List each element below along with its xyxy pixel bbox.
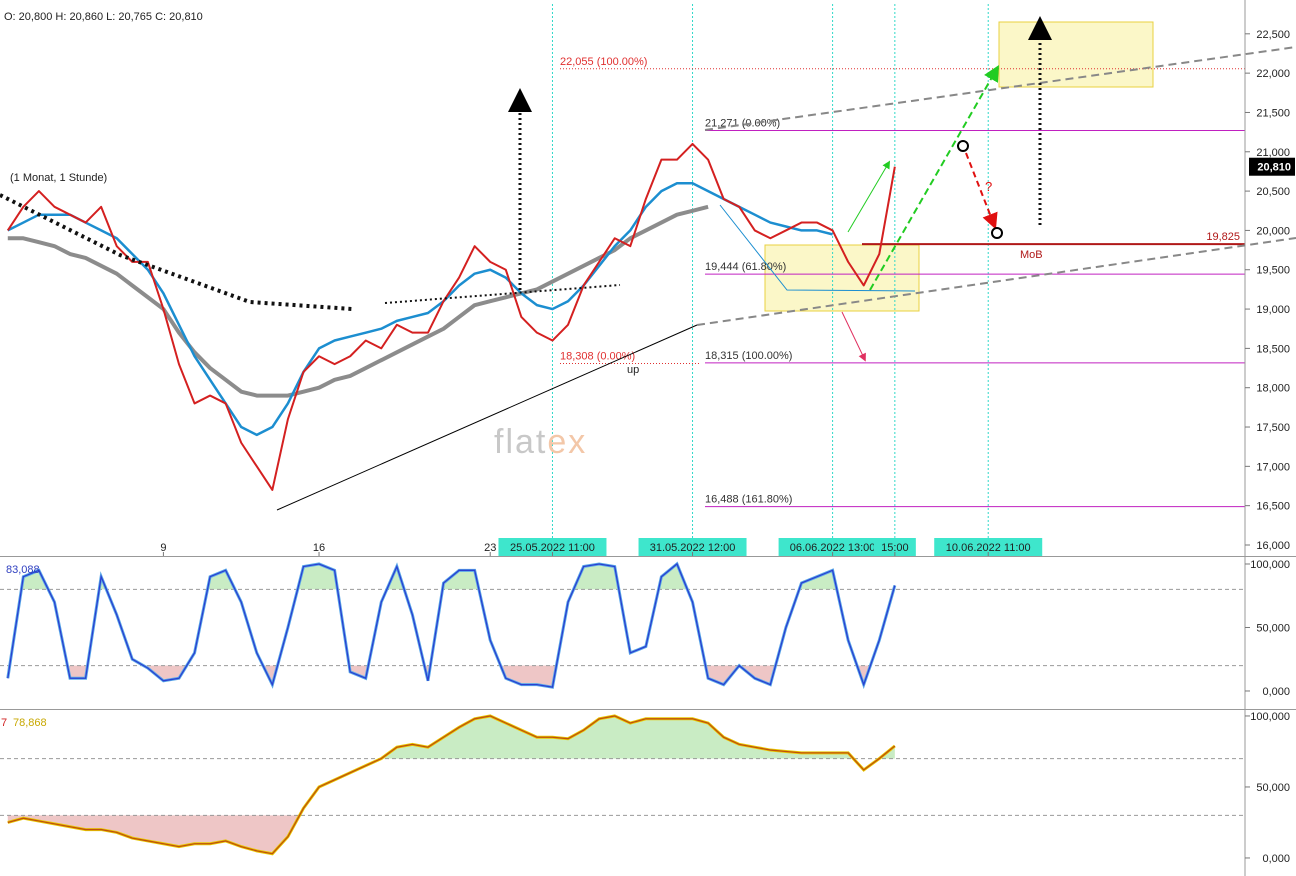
arrow — [965, 152, 998, 230]
level-label: 22,055 (100.00%) — [560, 56, 647, 68]
x-tick-label: 06.06.2022 13:00 — [790, 542, 876, 554]
x-tick-label: 16 — [313, 542, 325, 554]
trend-line — [276, 324, 698, 511]
trend-line — [696, 237, 1296, 326]
x-tick-label: 10.06.2022 11:00 — [946, 542, 1031, 554]
watermark-part: ex — [547, 423, 587, 461]
watermark: flatex — [494, 423, 587, 461]
ohlc-high: H: 20,860 — [55, 11, 103, 23]
dotted-line — [384, 284, 621, 304]
x-tick-label: 31.05.2022 12:00 — [650, 542, 736, 554]
level-label: 19,444 (61.80%) — [705, 261, 786, 273]
level-label: 18,315 (100.00%) — [705, 350, 792, 362]
ohlc-low: L: 20,765 — [106, 11, 152, 23]
y-tick-label: 19,000 — [1256, 304, 1290, 316]
last-price-tag — [1249, 157, 1295, 176]
y-tick-label: 17,000 — [1256, 461, 1290, 473]
ohlc-header: O: 20,800 H: 20,860 L: 20,765 C: 20,810 — [4, 11, 203, 23]
ohlc-close: C: 20,810 — [155, 11, 203, 23]
series-line — [7, 562, 896, 688]
y-tick-label: 18,000 — [1256, 383, 1290, 395]
ohlc-open: O: 20,800 — [4, 11, 52, 23]
indicator-value: 83,088 — [6, 564, 40, 576]
target-zone — [764, 244, 920, 312]
point-marker — [957, 140, 969, 152]
x-label-box — [934, 538, 1043, 556]
point-marker — [991, 227, 1003, 239]
y-tick-label: 50,000 — [1256, 782, 1290, 794]
level-label: 16,488 (161.80%) — [705, 494, 792, 506]
target-zone — [998, 21, 1154, 88]
series-line — [6, 142, 896, 491]
arrow — [869, 65, 999, 291]
x-label-box — [498, 538, 607, 556]
y-tick-label: 19,500 — [1256, 265, 1290, 277]
watermark-part: flat — [494, 423, 547, 461]
series-line — [7, 204, 709, 398]
series-line — [7, 181, 833, 437]
last-price-label: 20,810 — [1257, 162, 1291, 174]
annotation: 7 — [1, 717, 7, 729]
indicator-value: 78,868 — [13, 717, 47, 729]
y-tick-label: 17,500 — [1256, 422, 1290, 434]
x-tick-label: 25.05.2022 11:00 — [510, 542, 595, 554]
annotation: up — [627, 364, 639, 376]
series-line — [7, 715, 896, 855]
y-tick-label: 16,500 — [1256, 501, 1290, 513]
annotation: ? — [985, 179, 992, 194]
x-tick-label: 9 — [160, 542, 166, 554]
trend-line — [704, 46, 1296, 131]
indicator-label: (1 Monat, 1 Stunde) — [10, 172, 107, 184]
y-tick-label: 0,000 — [1262, 853, 1290, 865]
level-label: 18,308 (0.00%) — [560, 350, 635, 362]
x-tick-label: 15:00 — [881, 542, 909, 554]
level-label: 19,825 — [1206, 231, 1240, 243]
y-tick-label: 20,000 — [1256, 225, 1290, 237]
drawing-layer: O: 20,800 H: 20,860 L: 20,765 C: 20,810 … — [0, 11, 1296, 729]
y-tick-label: 21,500 — [1256, 107, 1290, 119]
helper-line — [719, 204, 916, 292]
y-tick-label: 0,000 — [1262, 686, 1290, 698]
x-label-box — [778, 538, 887, 556]
arrow — [847, 160, 891, 233]
y-tick-label: 22,000 — [1256, 68, 1290, 80]
y-tick-label: 50,000 — [1256, 622, 1290, 634]
x-label-box — [873, 538, 916, 556]
y-tick-label: 100,000 — [1250, 559, 1290, 571]
dotted-line — [0, 193, 353, 311]
arrow — [841, 311, 866, 362]
y-tick-label: 22,500 — [1256, 29, 1290, 41]
y-tick-label: 18,500 — [1256, 343, 1290, 355]
y-tick-label: 100,000 — [1250, 711, 1290, 723]
y-tick-label: 16,000 — [1256, 540, 1290, 552]
annotation: MoB — [1020, 249, 1043, 261]
level-label: 21,271 (0.00%) — [705, 117, 780, 129]
x-label-box — [638, 538, 747, 556]
x-tick-label: 23 — [484, 542, 496, 554]
y-tick-label: 20,500 — [1256, 186, 1290, 198]
y-tick-label: 21,000 — [1256, 147, 1290, 159]
